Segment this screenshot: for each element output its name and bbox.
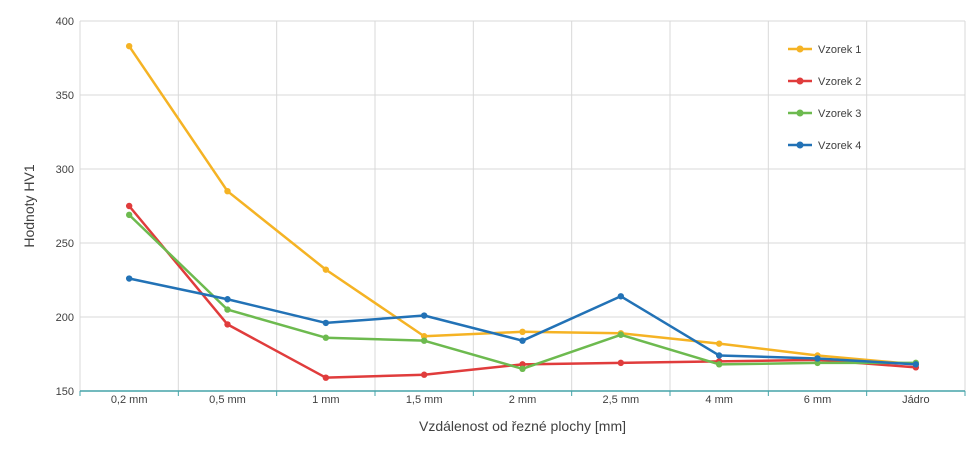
- data-point: [519, 328, 526, 335]
- series-vzorek-4: [125, 275, 920, 368]
- y-tick-label: 250: [56, 238, 74, 250]
- x-tick-label: 6 mm: [804, 394, 832, 406]
- legend-marker: [796, 109, 804, 117]
- y-tick-label: 400: [56, 16, 74, 28]
- data-point: [125, 211, 133, 219]
- legend-marker: [796, 45, 804, 53]
- x-axis-title: Vzdálenost od řezné plochy [mm]: [419, 418, 626, 434]
- legend-label: Vzorek 2: [818, 76, 861, 88]
- grid: [79, 20, 966, 391]
- series-line: [128, 277, 916, 366]
- legend: Vzorek 1 Vzorek 2 Vzorek 3 Vzorek 4: [788, 44, 861, 152]
- legend-label: Vzorek 4: [818, 140, 861, 152]
- data-point: [420, 312, 428, 319]
- data-point: [617, 359, 625, 367]
- legend-item: Vzorek 4: [788, 140, 861, 152]
- y-tick-label: 150: [56, 386, 74, 398]
- x-tick-label: 2,5 mm: [602, 394, 639, 406]
- x-tick-label: 1,5 mm: [406, 394, 443, 406]
- data-point: [519, 337, 526, 344]
- data-point: [617, 331, 625, 338]
- data-point: [814, 359, 821, 367]
- data-point: [224, 296, 231, 303]
- data-point: [814, 355, 821, 362]
- x-axis-ticks: 0,2 mm 0,5 mm 1 mm 1,5 mm 2 mm 2,5 mm 4 mm 6 mm…: [79, 391, 966, 406]
- legend-marker: [796, 141, 804, 149]
- data-point: [715, 340, 723, 347]
- data-point: [322, 266, 330, 273]
- y-axis-title: Hodnoty HV1: [21, 164, 37, 247]
- data-point: [125, 202, 133, 210]
- data-point: [715, 361, 723, 368]
- x-tick-label: 0,5 mm: [209, 394, 246, 406]
- data-point: [125, 275, 133, 282]
- y-tick-label: 300: [56, 164, 74, 176]
- x-tick-label: 1 mm: [312, 394, 340, 406]
- data-point: [224, 188, 231, 195]
- x-tick-label: 2 mm: [509, 394, 537, 406]
- series-vzorek-1: [125, 42, 920, 368]
- data-point: [224, 321, 231, 328]
- data-point: [519, 361, 526, 368]
- x-tick-label: 0,2 mm: [111, 394, 148, 406]
- data-point: [125, 42, 133, 50]
- data-point: [420, 371, 428, 378]
- x-tick-label: 4 mm: [705, 394, 733, 406]
- legend-label: Vzorek 1: [818, 44, 861, 56]
- data-point: [322, 319, 330, 327]
- data-point: [322, 334, 330, 341]
- data-point: [420, 337, 428, 344]
- y-tick-label: 350: [56, 90, 74, 102]
- x-tick-label: Jádro: [902, 394, 930, 406]
- series-line: [128, 213, 916, 371]
- legend-item: Vzorek 2: [788, 76, 861, 88]
- y-tick-label: 200: [56, 312, 74, 324]
- data-point: [519, 365, 526, 372]
- data-point: [224, 306, 231, 313]
- data-point: [322, 374, 330, 381]
- series-group: [125, 42, 920, 381]
- data-point: [420, 333, 428, 340]
- legend-marker: [796, 77, 804, 85]
- legend-item: Vzorek 3: [788, 108, 861, 120]
- legend-item: Vzorek 1: [788, 44, 861, 56]
- data-point: [715, 352, 723, 359]
- legend-label: Vzorek 3: [818, 108, 861, 120]
- data-point: [912, 361, 920, 368]
- series-vzorek-3: [125, 211, 920, 372]
- data-point: [617, 293, 625, 300]
- y-axis-ticks: 150 200 250 300 350 400: [56, 16, 74, 398]
